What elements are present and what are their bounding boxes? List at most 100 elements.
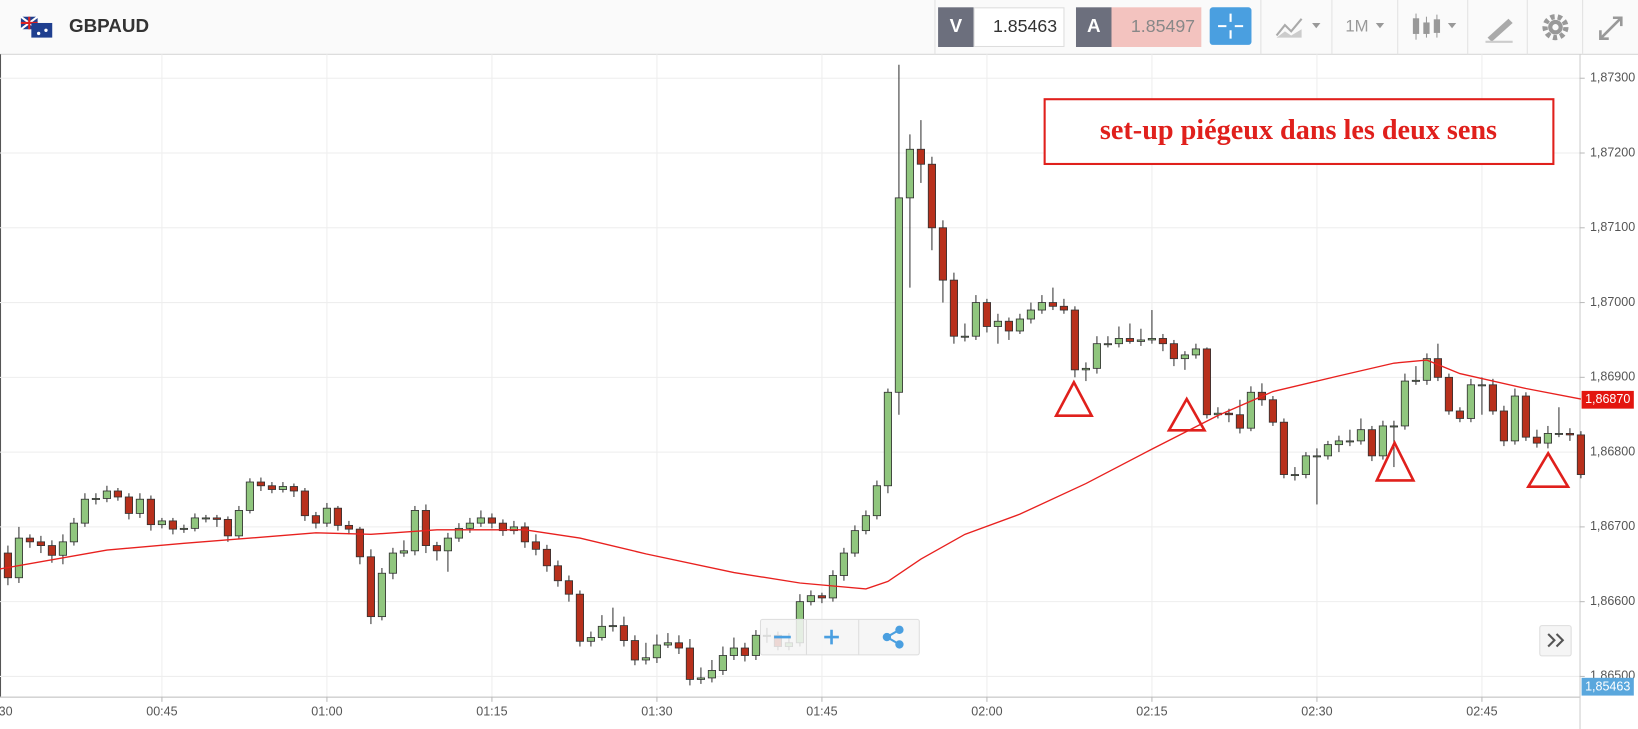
candle-body bbox=[300, 490, 309, 517]
candle-body bbox=[806, 595, 815, 603]
candle-body bbox=[1323, 444, 1333, 457]
x-tick-label: 01:15 bbox=[476, 705, 507, 719]
candle-body bbox=[14, 537, 23, 579]
annotation: set-up piégeux dans les deux sens bbox=[1100, 115, 1497, 146]
candle-body bbox=[960, 335, 970, 338]
candle-body bbox=[542, 548, 551, 567]
trap-markers bbox=[1053, 379, 1571, 489]
candle-body bbox=[1235, 414, 1245, 429]
candle-body bbox=[1026, 309, 1036, 320]
candle-body bbox=[443, 537, 452, 552]
share-button[interactable] bbox=[882, 625, 904, 649]
candle-body bbox=[916, 148, 925, 165]
x-tick-label: 01:00 bbox=[311, 705, 342, 719]
candle-body bbox=[157, 520, 166, 526]
candle-body bbox=[718, 655, 727, 671]
crosshair-button[interactable] bbox=[1209, 7, 1252, 45]
candle-body bbox=[289, 486, 298, 492]
y-tick-label: 1,87200 bbox=[1590, 145, 1635, 159]
candle-body bbox=[1312, 455, 1322, 458]
chart-type-button[interactable] bbox=[1275, 18, 1321, 38]
candle-body bbox=[630, 640, 639, 661]
candle-body bbox=[861, 515, 870, 532]
candle-body bbox=[520, 526, 529, 543]
candle-body bbox=[267, 485, 276, 490]
zoom-in-button[interactable] bbox=[824, 629, 839, 645]
timeframe-arrow bbox=[1375, 22, 1385, 29]
candle-body bbox=[190, 517, 199, 529]
candle-body bbox=[971, 302, 981, 337]
candle-body bbox=[1532, 436, 1542, 444]
candle-body bbox=[498, 522, 507, 532]
candle-body bbox=[1202, 348, 1212, 416]
candle-body bbox=[663, 642, 672, 646]
x-tick-label: 02:00 bbox=[971, 705, 1002, 719]
candle-body bbox=[674, 642, 683, 649]
y-tick-label: 1,87300 bbox=[1590, 71, 1635, 85]
candle-body bbox=[1092, 343, 1102, 369]
zoom-toolbar bbox=[759, 618, 920, 656]
candle-body bbox=[619, 625, 628, 641]
candle-body bbox=[586, 637, 595, 642]
candle-body bbox=[740, 647, 749, 656]
candle-body bbox=[1114, 338, 1124, 345]
candle-body bbox=[1268, 399, 1278, 423]
candle-body bbox=[1081, 367, 1091, 371]
candle-body bbox=[1521, 395, 1531, 438]
candle-body bbox=[1554, 432, 1564, 435]
candle-body bbox=[1422, 358, 1432, 381]
draw-button[interactable] bbox=[1485, 18, 1513, 43]
candle-body bbox=[1301, 455, 1311, 475]
annotation-box bbox=[1043, 98, 1555, 166]
bid-button[interactable] bbox=[938, 7, 974, 47]
triangle-marker bbox=[1053, 379, 1094, 417]
candle-body bbox=[1103, 343, 1113, 346]
candle-body bbox=[993, 320, 1003, 327]
candle-body bbox=[509, 526, 518, 532]
fullscreen-button[interactable] bbox=[1599, 16, 1623, 40]
candle-body bbox=[234, 510, 243, 537]
candle-body bbox=[1191, 348, 1201, 356]
candle-body bbox=[355, 528, 364, 558]
settings-button[interactable] bbox=[1542, 14, 1569, 41]
candle-body bbox=[1015, 318, 1025, 332]
ask-button[interactable] bbox=[1075, 7, 1112, 47]
timeframe[interactable]: 1M bbox=[1345, 17, 1368, 36]
candle-body bbox=[421, 510, 430, 546]
moving-average bbox=[0, 359, 1582, 590]
candle-body bbox=[1345, 440, 1355, 443]
candle-body bbox=[1224, 412, 1234, 416]
candle-body bbox=[333, 507, 342, 526]
candle-body bbox=[1543, 432, 1553, 444]
flag-icon bbox=[20, 15, 53, 38]
candle-body bbox=[3, 552, 12, 579]
y-tick-label: 1,86800 bbox=[1590, 444, 1635, 458]
candle-body bbox=[278, 486, 287, 490]
triangle-marker bbox=[1526, 450, 1571, 489]
candle-body bbox=[707, 670, 716, 679]
candle-body bbox=[344, 524, 353, 530]
candle-body bbox=[1070, 309, 1080, 371]
candle-body bbox=[1411, 379, 1421, 382]
candle-body bbox=[1565, 432, 1575, 436]
candle-body bbox=[102, 490, 111, 499]
candle-body bbox=[1433, 358, 1443, 378]
candle-body bbox=[883, 391, 892, 487]
candle-body bbox=[1510, 395, 1520, 442]
candle-body bbox=[1389, 425, 1399, 428]
candle-body bbox=[322, 507, 331, 524]
candle-body bbox=[652, 644, 661, 659]
candle-body bbox=[839, 552, 848, 576]
candle-body bbox=[553, 565, 562, 582]
candle-body bbox=[223, 518, 232, 537]
candle-body bbox=[80, 498, 89, 524]
candle-body bbox=[751, 634, 760, 656]
scroll-right-button[interactable] bbox=[1539, 625, 1572, 657]
y-tick-label: 1,86600 bbox=[1590, 594, 1635, 608]
plot-area bbox=[0, 64, 1586, 686]
candle-body bbox=[454, 527, 463, 539]
indicator-button[interactable] bbox=[1412, 13, 1457, 40]
candle-body bbox=[729, 647, 738, 656]
